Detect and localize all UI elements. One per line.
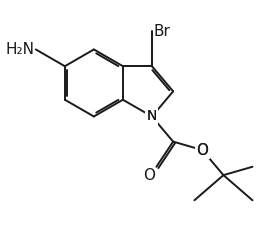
Text: O: O <box>196 143 208 158</box>
Text: N: N <box>147 109 157 124</box>
Text: O: O <box>143 169 155 183</box>
Text: O: O <box>196 143 208 158</box>
Text: Br: Br <box>154 24 171 39</box>
Text: H₂N: H₂N <box>5 42 34 57</box>
Text: N: N <box>147 109 157 124</box>
